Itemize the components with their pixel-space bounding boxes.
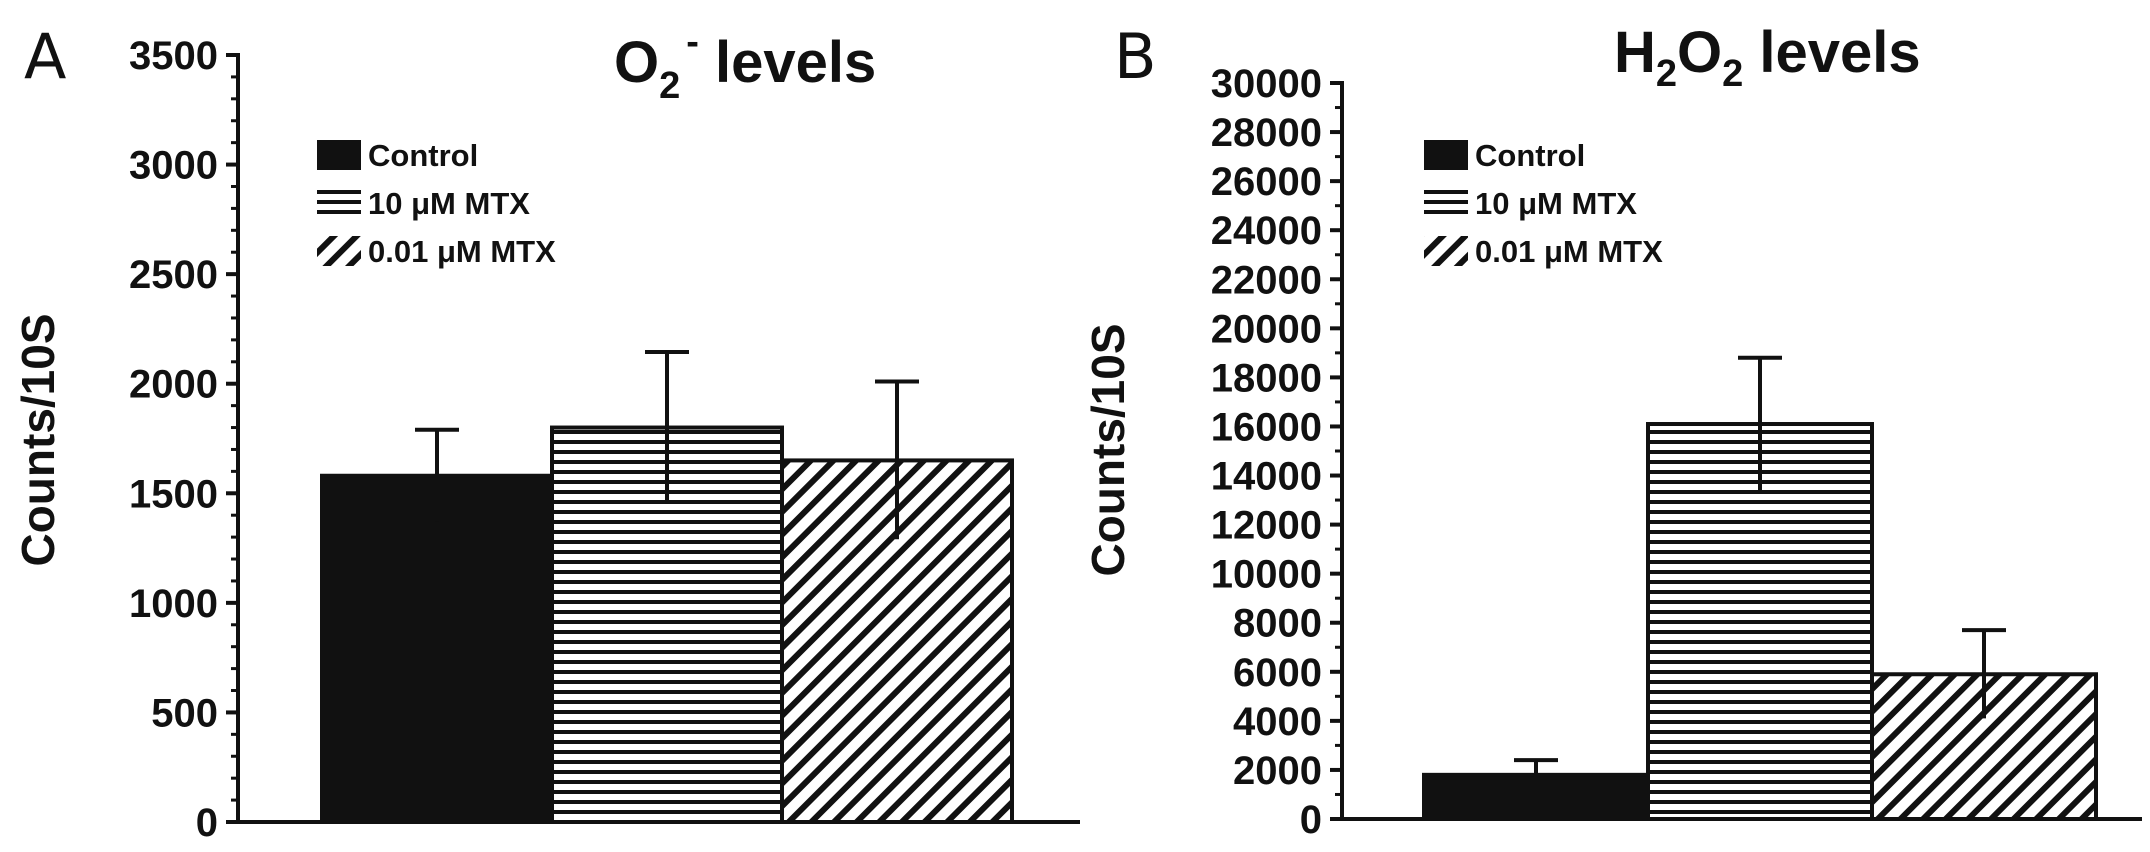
y-tick-label: 6000 [1233,651,1322,695]
y-tick-label: 4000 [1233,700,1322,744]
panel-a-plot: 0 500 1000 1500 2000 2500 3000 3500 [129,34,1080,845]
y-tick-label: 0 [196,801,218,845]
y-tick-label: 8000 [1233,602,1322,646]
panel-a-legend: Control 10 μM MTX 0.01 μM MTX [317,138,556,269]
y-tick-label: 14000 [1211,455,1322,499]
legend-label-10um: 10 μM MTX [1475,186,1637,221]
panel-b-plot: 0 2000 4000 6000 8000 10000 12000 14000 16000 180… [1211,62,2142,842]
y-tick-label: 30000 [1211,62,1322,106]
legend-label-control: Control [1475,138,1585,173]
panel-b-title: H2O2 levels [1614,20,1921,95]
panel-b: B H2O2 levels Counts/10S 0 2000 4000 6000 80… [1082,20,2142,842]
legend-swatch-10um [1424,188,1468,218]
legend-label-10um: 10 μM MTX [368,186,530,221]
legend-label-control: Control [368,138,478,173]
y-tick-label: 22000 [1211,258,1322,302]
y-tick-label: 28000 [1211,111,1322,155]
panel-b-letter: B [1114,20,1157,93]
y-tick-label: 3000 [129,144,218,188]
legend-swatch-control [317,140,361,170]
panel-a-letter: A [24,20,66,93]
y-tick-label: 18000 [1211,356,1322,400]
panel-a-title: O2- levels [614,21,876,107]
legend-label-001um: 0.01 μM MTX [368,234,556,269]
y-tick-label: 2500 [129,253,218,297]
y-tick-label: 16000 [1211,405,1322,449]
y-tick-label: 24000 [1211,209,1322,253]
panel-b-ylabel: Counts/10S [1082,323,1134,576]
legend-swatch-001um [1424,236,1468,266]
y-tick-label: 1000 [129,582,218,626]
legend-label-001um: 0.01 μM MTX [1475,234,1663,269]
legend-swatch-control [1424,140,1468,170]
legend-swatch-001um [317,236,361,266]
panel-a: A O2- levels Counts/10S 0 500 1000 1500 2000… [12,20,1080,845]
y-tick-label: 3500 [129,34,218,78]
panel-a-ylabel: Counts/10S [12,313,64,566]
y-tick-label: 500 [151,691,218,735]
y-tick-label: 12000 [1211,504,1322,548]
y-tick-label: 20000 [1211,307,1322,351]
y-tick-label: 1500 [129,472,218,516]
bar-1 [320,473,554,824]
legend-swatch-10um [317,188,361,218]
y-tick-label: 2000 [129,363,218,407]
y-tick-label: 26000 [1211,160,1322,204]
y-tick-label: 10000 [1211,553,1322,597]
panel-b-legend: Control 10 μM MTX 0.01 μM MTX [1424,138,1663,269]
y-tick-label: 2000 [1233,749,1322,793]
y-tick-label: 0 [1300,798,1322,842]
